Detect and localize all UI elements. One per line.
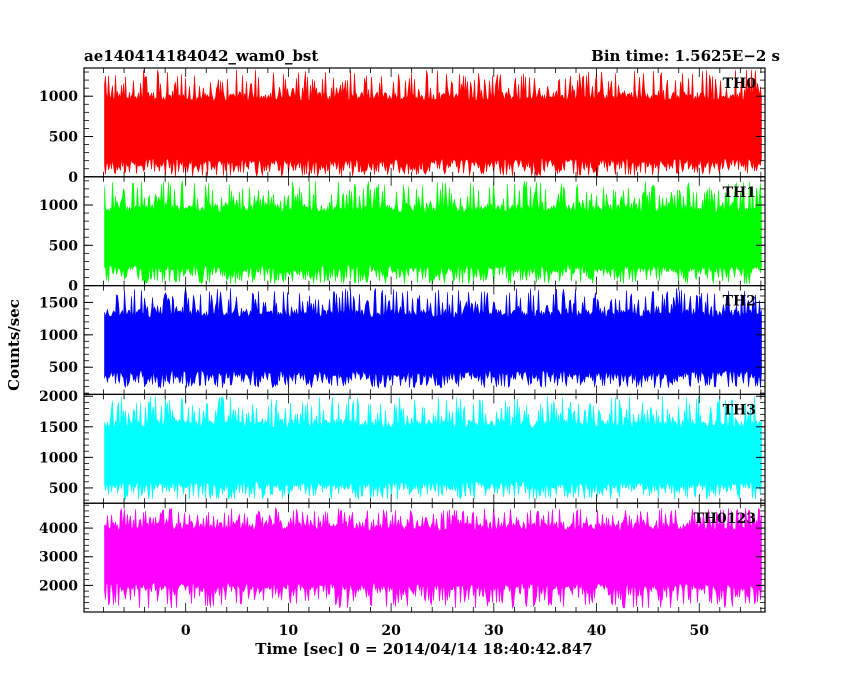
panel-th0: 0 500 1000 TH0 bbox=[39, 67, 766, 186]
series-th2-band bbox=[104, 288, 762, 389]
y-tick-label: 500 bbox=[49, 360, 78, 376]
y-tick-label: 0 bbox=[68, 279, 78, 295]
series-label-th3: TH3 bbox=[723, 402, 756, 418]
y-tick-label: 500 bbox=[49, 130, 78, 146]
y-tick-label: 4000 bbox=[39, 521, 78, 537]
panel-frame bbox=[83, 502, 766, 613]
panel-th3: 500 1000 1500 2000 TH3 bbox=[39, 389, 766, 504]
x-tick-label: 0 bbox=[181, 623, 191, 639]
series-th0123-band bbox=[104, 507, 762, 610]
x-axis-label: Time [sec] 0 = 2014/04/14 18:40:42.847 bbox=[255, 640, 592, 658]
x-tick-label: 50 bbox=[690, 623, 710, 639]
bin-time-label: Bin time: 1.5625E−2 s bbox=[591, 47, 780, 65]
x-tick-label: 10 bbox=[279, 623, 299, 639]
y-tick-label: 0 bbox=[68, 170, 78, 186]
series-th3-band bbox=[104, 395, 762, 501]
panel-th0123: 2000 3000 4000 TH0123 bbox=[39, 502, 766, 613]
series-label-th0123: TH0123 bbox=[693, 511, 756, 527]
y-tick-label: 1000 bbox=[39, 198, 78, 214]
x-tick-label: 30 bbox=[484, 623, 504, 639]
series-label-th1: TH1 bbox=[723, 185, 756, 201]
y-tick-label: 3000 bbox=[39, 550, 78, 566]
series-th1-band bbox=[104, 180, 762, 285]
y-tick-label: 1500 bbox=[39, 295, 78, 311]
x-tick-label: 40 bbox=[587, 623, 607, 639]
panel-th2: 500 1000 1500 TH2 bbox=[39, 285, 766, 396]
y-tick-label: 2000 bbox=[39, 578, 78, 594]
y-tick-label: 500 bbox=[49, 481, 78, 497]
y-tick-label: 1000 bbox=[39, 450, 78, 466]
y-tick-label: 2000 bbox=[39, 389, 78, 405]
series-label-th2: TH2 bbox=[723, 294, 756, 310]
y-axis-label: Counts/sec bbox=[5, 299, 23, 391]
panel-th1: 0 500 1000 TH1 bbox=[39, 176, 766, 295]
y-tick-label: 1500 bbox=[39, 420, 78, 436]
series-label-th0: TH0 bbox=[723, 76, 757, 92]
x-tick-label: 20 bbox=[381, 623, 401, 639]
y-tick-label: 500 bbox=[49, 238, 78, 254]
chart-title: ae140414184042_wam0_bst bbox=[84, 47, 318, 65]
series-th0-band bbox=[104, 69, 762, 178]
y-tick-label: 1000 bbox=[39, 328, 78, 344]
y-tick-label: 1000 bbox=[39, 89, 78, 105]
